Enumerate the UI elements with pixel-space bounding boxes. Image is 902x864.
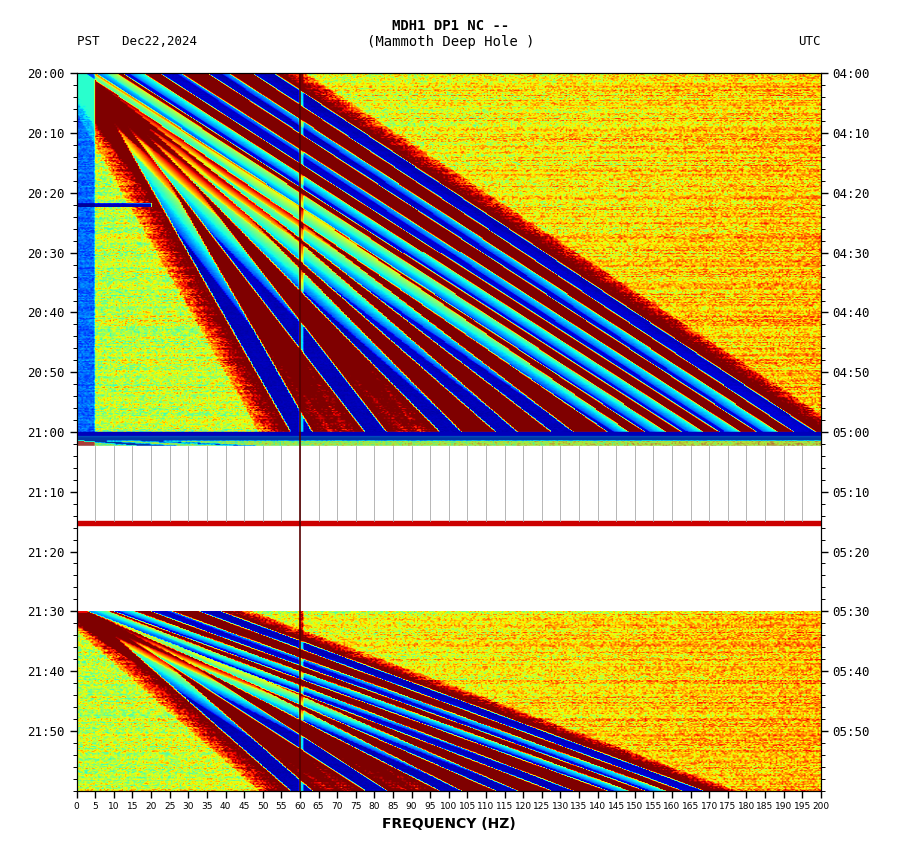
Text: UTC: UTC [798,35,821,48]
X-axis label: FREQUENCY (HZ): FREQUENCY (HZ) [382,817,516,831]
Bar [77,436,821,447]
Bar [77,521,821,524]
Text: MDH1 DP1 NC --: MDH1 DP1 NC -- [392,19,510,33]
Text: PST   Dec22,2024: PST Dec22,2024 [77,35,197,48]
Bar [77,432,821,436]
Bar [77,447,821,521]
Text: (Mammoth Deep Hole ): (Mammoth Deep Hole ) [367,35,535,48]
